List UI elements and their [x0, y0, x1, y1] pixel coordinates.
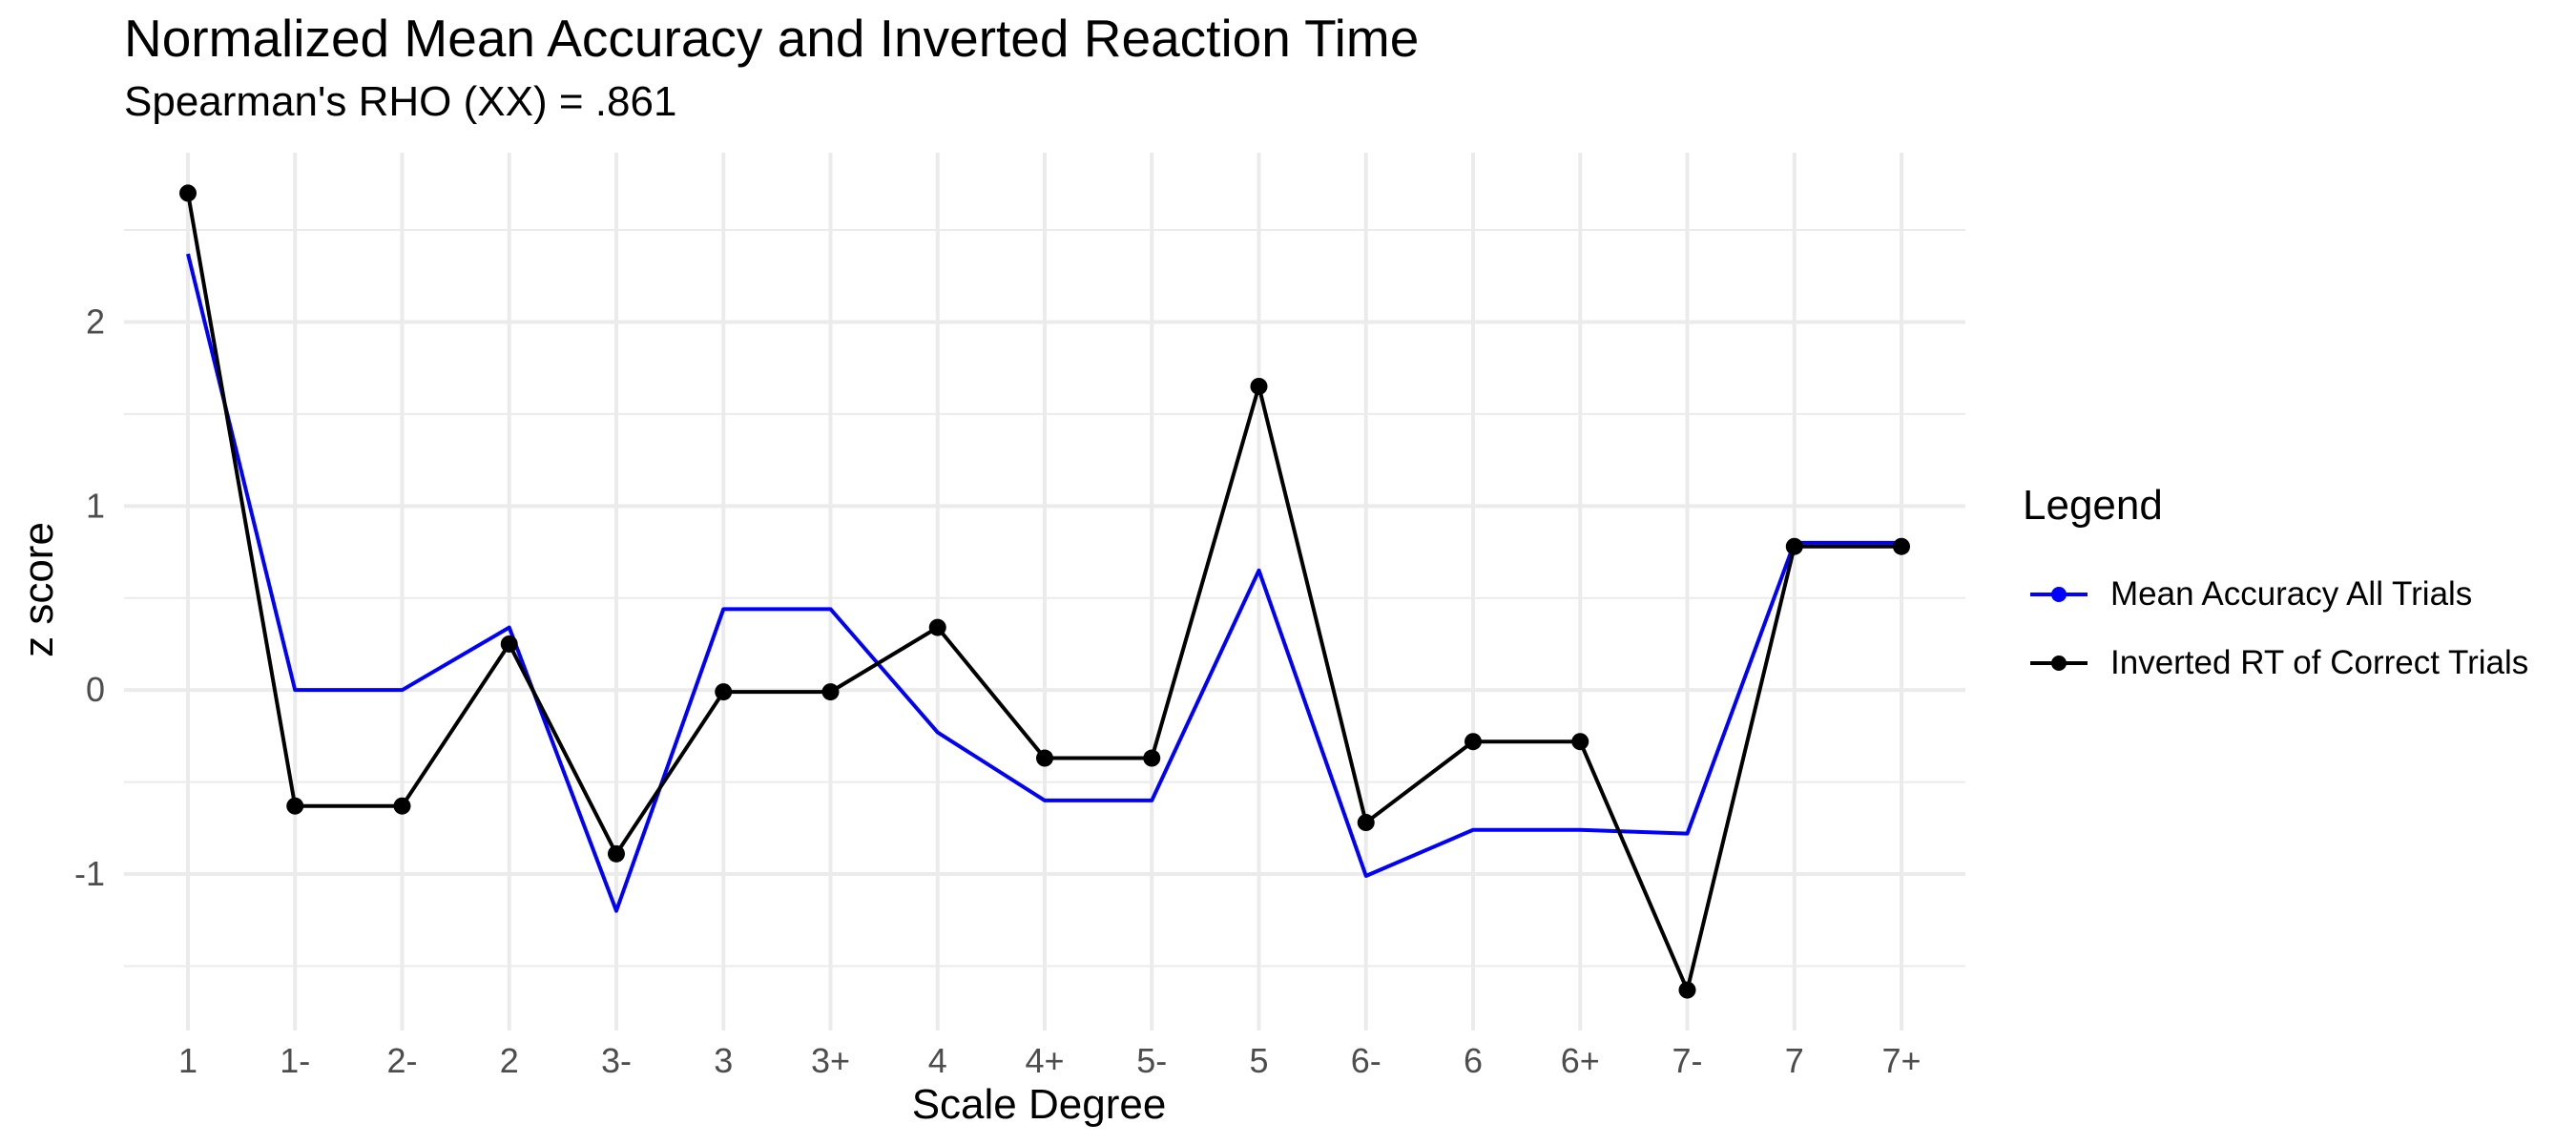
x-tick-label: 7: [1785, 1041, 1804, 1080]
x-tick-label: 4+: [1025, 1041, 1064, 1080]
data-point: [1678, 981, 1696, 999]
data-point: [1250, 377, 1268, 395]
x-tick-label: 1: [178, 1041, 197, 1080]
data-point: [928, 618, 946, 636]
series-1: [179, 184, 1910, 999]
legend: Legend Mean Accuracy All Trials Inverted…: [2023, 482, 2528, 697]
legend-title: Legend: [2023, 482, 2163, 529]
y-axis-title: z score: [15, 522, 62, 657]
x-tick-labels: 1 1- 2- 2 3- 3 3+ 4 4+ 5- 5 6- 6 6+ 7- 7 7+: [178, 1041, 1922, 1080]
x-tick-label: 7-: [1672, 1041, 1702, 1080]
major-gridlines: [124, 153, 1965, 1030]
x-tick-label: 3-: [601, 1041, 632, 1080]
legend-item-inverted-rt: Inverted RT of Correct Trials: [2023, 629, 2528, 697]
data-point: [1357, 814, 1375, 832]
x-axis-title: Scale Degree: [912, 1081, 1167, 1128]
legend-key-inverted-rt: [2023, 629, 2095, 697]
series-0: [186, 253, 1901, 913]
x-tick-label: 3+: [811, 1041, 850, 1080]
series-layer: [179, 184, 1910, 999]
data-point: [715, 683, 733, 701]
y-tick-labels: -1 0 1 2: [74, 302, 105, 893]
legend-item-accuracy: Mean Accuracy All Trials: [2023, 560, 2528, 629]
series-line: [186, 253, 1901, 913]
legend-key-accuracy: [2023, 560, 2095, 629]
legend-label-accuracy: Mean Accuracy All Trials: [2110, 575, 2473, 613]
x-tick-label: 3: [714, 1041, 733, 1080]
legend-label-inverted-rt: Inverted RT of Correct Trials: [2110, 644, 2529, 681]
x-tick-label: 6: [1464, 1041, 1483, 1080]
data-point: [393, 797, 411, 815]
x-tick-label: 5: [1249, 1041, 1268, 1080]
x-tick-label: 7+: [1881, 1041, 1921, 1080]
data-point: [1143, 749, 1161, 767]
x-tick-label: 2: [500, 1041, 519, 1080]
data-point: [1036, 749, 1053, 767]
chart-title: Normalized Mean Accuracy and Inverted Re…: [124, 9, 1420, 68]
data-point: [1785, 537, 1803, 555]
data-point: [608, 844, 625, 863]
y-tick-label: 1: [86, 486, 105, 525]
x-tick-label: 1-: [280, 1041, 310, 1080]
x-tick-label: 2-: [386, 1041, 417, 1080]
data-point: [1465, 733, 1482, 751]
chart-subtitle: Spearman's RHO (XX) = .861: [124, 78, 677, 125]
data-point: [1893, 537, 1910, 555]
data-point: [500, 635, 518, 653]
x-tick-label: 4: [928, 1041, 947, 1080]
x-tick-label: 6-: [1351, 1041, 1381, 1080]
y-tick-label: 0: [86, 670, 105, 709]
data-point: [1571, 733, 1589, 751]
data-point: [821, 683, 840, 701]
x-tick-label: 6+: [1561, 1041, 1600, 1080]
x-tick-label: 5-: [1136, 1041, 1167, 1080]
data-point: [286, 797, 304, 815]
y-tick-label: 2: [86, 302, 105, 341]
data-point: [179, 184, 197, 202]
y-tick-label: -1: [74, 854, 105, 893]
